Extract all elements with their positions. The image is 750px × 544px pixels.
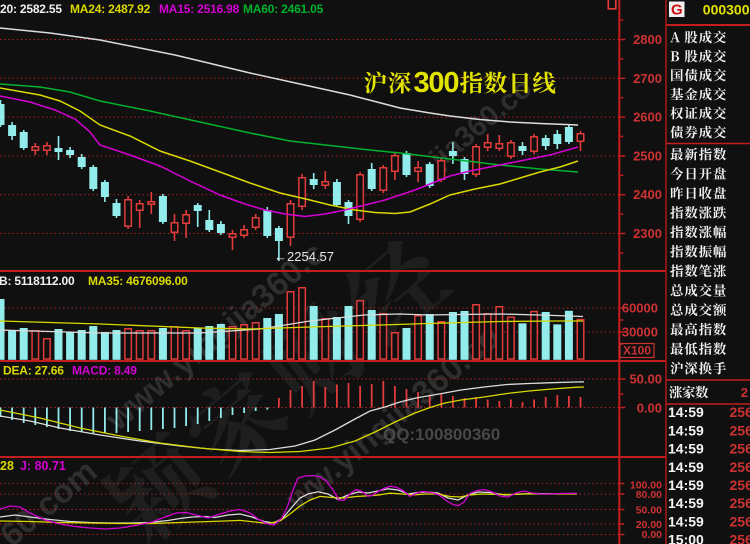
svg-text:50.00: 50.00 xyxy=(636,505,662,517)
svg-text:30000: 30000 xyxy=(622,325,658,340)
svg-text:100.00: 100.00 xyxy=(630,480,662,492)
svg-text:MA24: 2487.92: MA24: 2487.92 xyxy=(70,2,151,16)
svg-text:B: 5118112.00: B: 5118112.00 xyxy=(0,274,75,288)
svg-text:J: 80.71: J: 80.71 xyxy=(20,459,66,473)
svg-text:14:59: 14:59 xyxy=(668,477,704,493)
svg-text:2568.80: 2568.80 xyxy=(730,404,750,420)
svg-text:14:59: 14:59 xyxy=(668,441,704,457)
svg-text:2700: 2700 xyxy=(633,71,662,86)
svg-text:28: 28 xyxy=(0,459,14,473)
svg-text:2400: 2400 xyxy=(633,187,662,202)
svg-text:2568.80: 2568.80 xyxy=(730,532,750,544)
svg-text:QQ:100800360: QQ:100800360 xyxy=(383,425,500,444)
svg-text:G: G xyxy=(671,2,683,19)
svg-text:60000: 60000 xyxy=(622,301,658,316)
svg-text:14:59: 14:59 xyxy=(668,513,704,529)
svg-text:DEA: 27.66: DEA: 27.66 xyxy=(3,364,64,378)
svg-text:300: 300 xyxy=(414,67,459,99)
svg-text:MA15: 2516.98: MA15: 2516.98 xyxy=(159,2,240,16)
svg-text:MACD: 8.49: MACD: 8.49 xyxy=(72,364,137,378)
svg-text:0.00: 0.00 xyxy=(637,401,662,416)
svg-text:2500: 2500 xyxy=(633,148,662,163)
svg-text:14:59: 14:59 xyxy=(668,495,704,511)
svg-text:14:59: 14:59 xyxy=(668,404,704,420)
svg-text:0.00: 0.00 xyxy=(642,529,663,541)
svg-text:2568.80: 2568.80 xyxy=(730,422,750,438)
svg-text:2600: 2600 xyxy=(633,110,662,125)
svg-text:15:00: 15:00 xyxy=(668,532,704,544)
svg-text:←2254.57: ←2254.57 xyxy=(274,249,334,264)
svg-text:2300: 2300 xyxy=(633,226,662,241)
svg-text:X100: X100 xyxy=(623,344,651,358)
svg-text:2568.80: 2568.80 xyxy=(730,441,750,457)
svg-text:2: 2 xyxy=(741,385,748,400)
svg-text:MA35: 4676096.00: MA35: 4676096.00 xyxy=(88,274,188,288)
svg-text:80.00: 80.00 xyxy=(636,489,662,501)
svg-text:20: 2582.55: 20: 2582.55 xyxy=(0,2,62,16)
svg-text:14:59: 14:59 xyxy=(668,459,704,475)
svg-text:20.00: 20.00 xyxy=(636,519,662,531)
svg-text:MA60: 2461.05: MA60: 2461.05 xyxy=(243,2,324,16)
svg-text:2568.80: 2568.80 xyxy=(730,513,750,529)
svg-text:2568.80: 2568.80 xyxy=(730,495,750,511)
svg-text:14:59: 14:59 xyxy=(668,422,704,438)
svg-text:50.00: 50.00 xyxy=(629,372,662,387)
svg-text:2568.80: 2568.80 xyxy=(730,477,750,493)
svg-text:2568.80: 2568.80 xyxy=(730,459,750,475)
svg-text:000300: 000300 xyxy=(703,1,750,17)
svg-text:2800: 2800 xyxy=(633,32,662,47)
